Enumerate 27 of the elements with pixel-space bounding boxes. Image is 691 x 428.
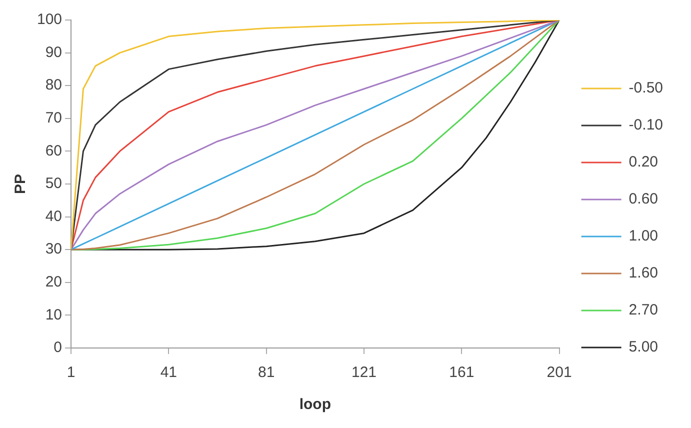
x-tick-label: 161 <box>449 364 474 382</box>
y-tick-label: 60 <box>45 142 62 160</box>
legend-label: 2.70 <box>628 302 658 319</box>
x-tick-label: 201 <box>546 364 572 382</box>
legend-label: 0.60 <box>628 190 658 208</box>
legend-label: 5.00 <box>628 338 658 356</box>
y-tick-label: 0 <box>54 339 62 356</box>
y-tick-label: 20 <box>45 274 62 291</box>
y-tick-label: 30 <box>45 240 62 258</box>
y-tick-label: 100 <box>36 11 62 28</box>
legend-label: -0.10 <box>628 116 664 134</box>
y-tick-label: 40 <box>45 208 62 225</box>
x-tick-label: 41 <box>160 364 178 382</box>
x-tick-label: 81 <box>258 364 275 382</box>
legend-label: 1.60 <box>628 264 658 282</box>
y-axis-title: PP <box>12 174 30 194</box>
y-tick-label: 70 <box>45 110 62 127</box>
y-tick-label: 80 <box>45 76 62 94</box>
legend-label: 0.20 <box>628 154 658 171</box>
y-tick-label: 10 <box>45 306 62 324</box>
x-tick-label: 121 <box>351 364 377 382</box>
x-axis-title: loop <box>299 396 331 414</box>
y-tick-label: 50 <box>45 175 62 192</box>
legend-label: -0.50 <box>628 80 664 97</box>
x-tick-label: 1 <box>66 364 76 382</box>
y-tick-label: 90 <box>45 44 62 61</box>
legend-label: 1.00 <box>628 228 658 245</box>
